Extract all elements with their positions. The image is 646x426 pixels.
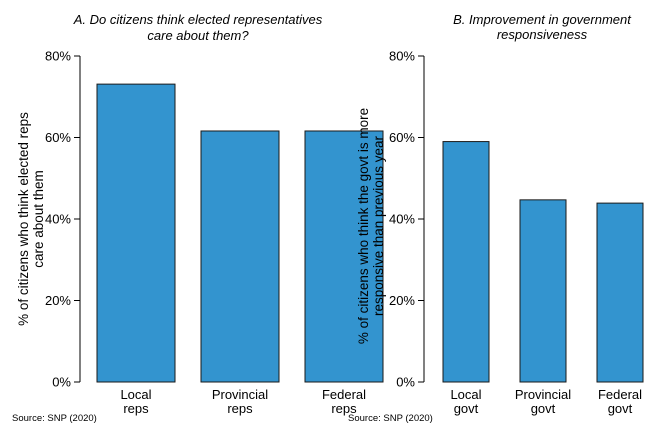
panel-b-title-line-2: responsiveness <box>497 27 588 42</box>
panel-b-title-line-1: B. Improvement in government <box>453 12 632 27</box>
panel-b-category-label-1-line-1: Local <box>450 387 481 402</box>
panel-a-title-line-2: care about them? <box>147 28 249 43</box>
panel-b-bar-3 <box>596 202 644 383</box>
panel-a-y-axis-label-line-1: % of citizens who think elected reps <box>16 112 31 326</box>
panel-b-category-label-2-line-2: govt <box>531 401 556 416</box>
panel-b-y-axis-label-line-2: responsive than previous year <box>371 135 386 316</box>
panel-a-y-axis-label-line-2: care about them <box>31 170 46 268</box>
panel-a-bar-2 <box>200 130 280 383</box>
panel-a-ytick-label: 40% <box>45 212 71 227</box>
panel-a: A. Do citizens think elected representat… <box>12 12 384 424</box>
panel-a-source-note: Source: SNP (2020) <box>12 413 97 424</box>
panel-a-ytick-label: 60% <box>45 130 71 145</box>
panel-b-ytick-label: 60% <box>389 130 415 145</box>
panel-b-ytick-label: 0% <box>396 375 415 390</box>
panel-a-ytick-label: 0% <box>52 375 71 390</box>
panel-a-ytick-label: 20% <box>45 293 71 308</box>
panel-b-ytick-label: 80% <box>389 49 415 64</box>
panel-b-category-label-2-line-1: Provincial <box>515 387 571 402</box>
panel-b-category-label-1-line-2: govt <box>454 401 479 416</box>
panel-b-y-axis-label-line-1: % of citizens who think the govt is more <box>356 108 371 344</box>
panel-b-y-axis-label: % of citizens who think the govt is more… <box>356 108 386 344</box>
panel-a-category-label-3-line-1: Federal <box>322 387 366 402</box>
panel-a-category-label-1-line-2: reps <box>123 401 149 416</box>
panel-a-bar-3 <box>304 130 384 383</box>
panel-a-category-label-3-line-2: reps <box>331 401 357 416</box>
panel-b-bar-1 <box>442 141 490 383</box>
panel-b-category-label-3-line-2: govt <box>608 401 633 416</box>
panel-a-y-axis-label: % of citizens who think elected repscare… <box>16 112 46 326</box>
panel-b-category-label-3-line-1: Federal <box>598 387 642 402</box>
panel-b-ytick-label: 20% <box>389 293 415 308</box>
panel-a-bar-1 <box>96 83 176 383</box>
panel-b-bar-2 <box>519 199 567 383</box>
panel-b: B. Improvement in governmentresponsivene… <box>348 12 644 424</box>
panel-a-ytick-label: 80% <box>45 49 71 64</box>
panel-a-category-label-2-line-2: reps <box>227 401 253 416</box>
panel-a-title-line-1: A. Do citizens think elected representat… <box>73 12 323 27</box>
panel-b-source-note: Source: SNP (2020) <box>348 413 433 424</box>
panel-a-category-label-2-line-1: Provincial <box>212 387 268 402</box>
panel-a-category-label-1-line-1: Local <box>120 387 151 402</box>
panel-b-ytick-label: 40% <box>389 212 415 227</box>
